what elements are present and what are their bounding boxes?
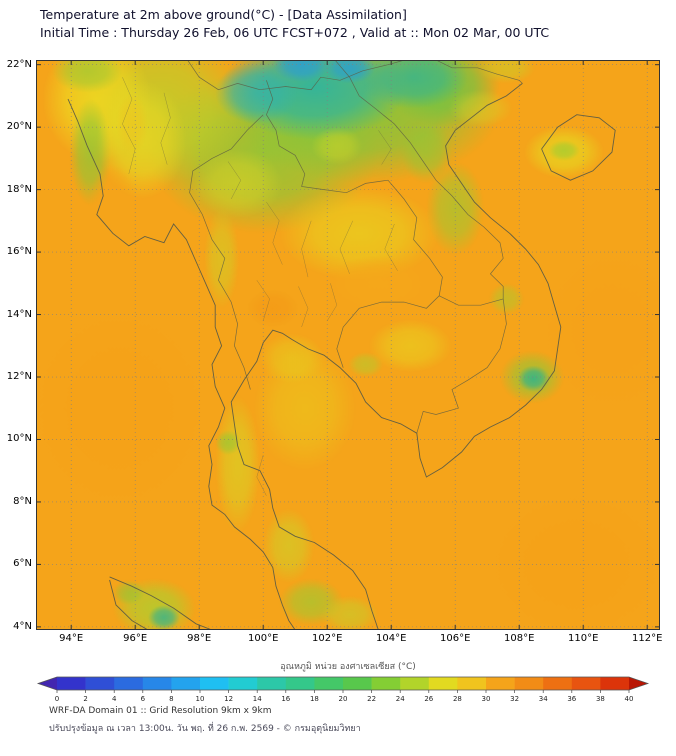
lat-tick-label: 18°N xyxy=(6,183,32,195)
svg-text:30: 30 xyxy=(482,695,491,703)
svg-text:0: 0 xyxy=(55,695,59,703)
map-overlay xyxy=(36,60,660,630)
svg-text:10: 10 xyxy=(196,695,205,703)
svg-text:12: 12 xyxy=(224,695,233,703)
lon-tick-label: 104°E xyxy=(375,633,407,644)
svg-text:32: 32 xyxy=(510,695,519,703)
lon-tick-label: 106°E xyxy=(439,633,471,644)
svg-text:6: 6 xyxy=(141,695,146,703)
svg-text:14: 14 xyxy=(253,695,262,703)
lat-tick-label: 22°N xyxy=(6,58,32,70)
svg-text:40: 40 xyxy=(625,695,634,703)
svg-text:18: 18 xyxy=(310,695,319,703)
svg-text:16: 16 xyxy=(281,695,290,703)
svg-text:28: 28 xyxy=(453,695,462,703)
svg-text:38: 38 xyxy=(596,695,605,703)
colorbar-label: อุณหภูมิ หน่วย องศาเซลเซียส (°C) xyxy=(280,662,416,672)
coastlines xyxy=(67,83,616,630)
svg-text:36: 36 xyxy=(567,695,576,703)
axis-ticks xyxy=(36,60,660,630)
lon-tick-label: 102°E xyxy=(311,633,343,644)
lon-tick-label: 94°E xyxy=(59,633,84,644)
svg-text:2: 2 xyxy=(83,695,87,703)
lat-tick-label: 12°N xyxy=(6,371,32,382)
svg-text:8: 8 xyxy=(169,695,173,703)
svg-text:4: 4 xyxy=(112,695,117,703)
lon-tick-label: 98°E xyxy=(187,633,212,644)
grid-lines xyxy=(36,60,660,630)
lon-tick-label: 96°E xyxy=(123,633,148,644)
lon-tick-label: 108°E xyxy=(503,633,535,644)
lat-tick-label: 16°N xyxy=(6,246,32,258)
lat-tick-label: 14°N xyxy=(6,308,32,320)
lon-tick-label: 100°E xyxy=(247,633,279,644)
lat-tick-label: 20°N xyxy=(6,121,32,133)
svg-text:20: 20 xyxy=(339,695,348,703)
svg-text:24: 24 xyxy=(396,695,405,703)
footer-update-note: ปรับปรุงข้อมูล ณ เวลา 13:00น. วัน พฤ. ที… xyxy=(49,724,361,734)
svg-text:34: 34 xyxy=(539,695,548,703)
lat-tick-label: 10°N xyxy=(6,433,32,445)
lon-tick-label: 112°E xyxy=(631,633,663,644)
map-plot-area xyxy=(36,60,660,630)
figure-subtitle: Initial Time : Thursday 26 Feb, 06 UTC F… xyxy=(40,25,550,40)
lat-tick-label: 6°N xyxy=(13,558,32,570)
temperature-field xyxy=(36,60,660,630)
colorbar: 0 2 4 6 8 10 12 14 16 18 20 22 24 26 28 30 32 34 36 38 40 xyxy=(36,676,650,703)
svg-text:22: 22 xyxy=(367,695,376,703)
figure-title: Temperature at 2m above ground(°C) - [Da… xyxy=(40,7,407,22)
lat-tick-label: 4°N xyxy=(13,620,32,632)
province-borders xyxy=(122,77,398,496)
lat-tick-label: 8°N xyxy=(13,495,32,507)
svg-text:26: 26 xyxy=(424,695,433,703)
lon-tick-label: 110°E xyxy=(567,633,599,644)
footer-domain-info: WRF-DA Domain 01 :: Grid Resolution 9km … xyxy=(49,706,272,716)
country-borders xyxy=(187,60,523,434)
